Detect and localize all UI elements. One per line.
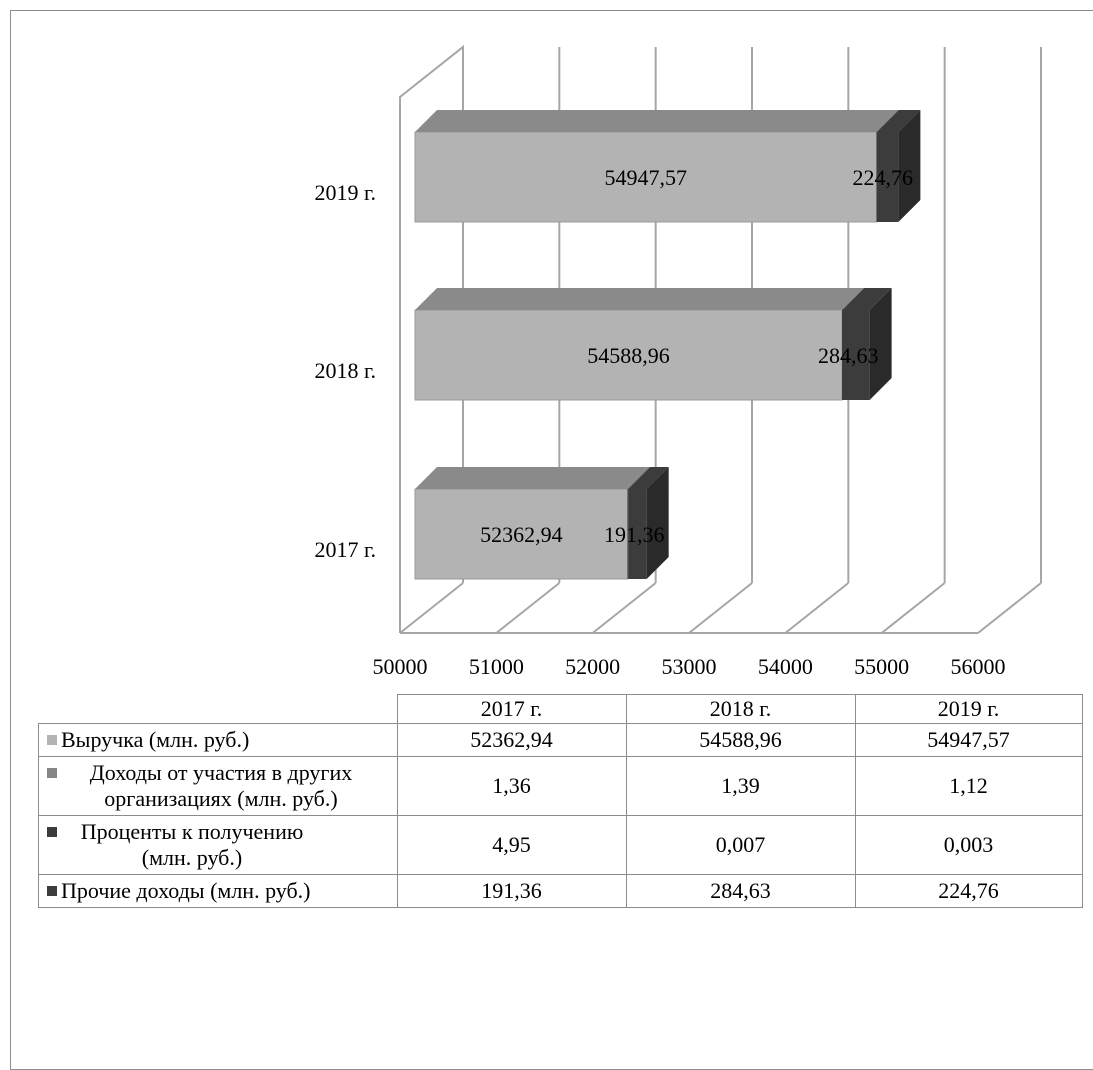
legend-swatch-participation-income: [47, 768, 57, 778]
bar-top-face: [876, 110, 899, 132]
table-cell: 0,007: [625, 815, 856, 875]
table-cell: 1,36: [396, 756, 627, 816]
data-label: 224,76: [852, 165, 913, 190]
table-header-2018: 2018 г.: [625, 694, 856, 724]
floor-gridline: [495, 582, 560, 634]
row-label-other-income: Прочие доходы (млн. руб.): [38, 874, 398, 908]
floor-gridline: [784, 582, 849, 634]
table-row-interest-receivable: Проценты к получению (млн. руб.) 4,95 0,…: [38, 815, 1083, 875]
table-cell: 4,95: [396, 815, 627, 875]
data-label: 284,63: [818, 343, 879, 368]
floor-gridline: [881, 582, 946, 634]
bar-top-face: [627, 467, 650, 489]
legend-swatch-other-income: [47, 886, 57, 896]
table-cell: 224,76: [854, 874, 1083, 908]
row-label-participation-income: Доходы от участия в других организациях …: [38, 756, 398, 816]
data-label: 54588,96: [587, 343, 670, 368]
bar-top-face: [415, 467, 650, 489]
x-tick-label: 50000: [373, 654, 428, 679]
table-cell: 0,003: [854, 815, 1083, 875]
data-label: 54947,57: [605, 165, 688, 190]
bar-segment: [627, 489, 629, 579]
floor-gridline: [688, 582, 753, 634]
y-category-label: 2017 г.: [314, 537, 376, 562]
legend-swatch-revenue: [47, 735, 57, 745]
bar-top-face: [842, 288, 865, 310]
floor-gridline: [399, 582, 464, 634]
row-label-interest-receivable: Проценты к получению (млн. руб.): [38, 815, 398, 875]
row-label-text: Выручка (млн. руб.): [61, 727, 250, 752]
table-corner-cell: [38, 694, 398, 724]
data-label: 52362,94: [480, 522, 563, 547]
bar-side-face: [646, 467, 669, 579]
bar-top-face: [842, 288, 892, 310]
y-category-label: 2019 г.: [314, 180, 376, 205]
legend-swatch-interest-receivable: [47, 827, 57, 837]
x-tick-label: 56000: [951, 654, 1006, 679]
bar-segment: [628, 489, 647, 579]
table-header-2019: 2019 г.: [854, 694, 1083, 724]
row-label-text: Проценты к получению (млн. руб.): [80, 819, 304, 870]
floor-gridline: [977, 582, 1042, 634]
bar-top-face: [842, 288, 865, 310]
bar-top-face: [415, 110, 899, 132]
row-label-revenue: Выручка (млн. руб.): [38, 723, 398, 757]
bar-top-face: [627, 467, 651, 489]
table-row-other-income: Прочие доходы (млн. руб.) 191,36 284,63 …: [38, 874, 1083, 908]
table-cell: 54947,57: [854, 723, 1083, 757]
table-row-participation-income: Доходы от участия в других организациях …: [38, 756, 1083, 816]
x-tick-label: 54000: [758, 654, 813, 679]
bar-segment: [842, 310, 870, 400]
x-tick-label: 51000: [469, 654, 524, 679]
stacked-bar-chart: 50000 51000 52000 53000 54000 55000 56000 52362…: [314, 44, 1042, 679]
bar-side-face: [898, 110, 921, 222]
table-cell: 191,36: [396, 874, 627, 908]
data-label: 191,36: [604, 522, 665, 547]
table-cell: 52362,94: [396, 723, 627, 757]
table-cell: 284,63: [625, 874, 856, 908]
bar-top-face: [876, 110, 921, 132]
table-cell: 1,12: [854, 756, 1083, 816]
x-tick-label: 55000: [854, 654, 909, 679]
floor-gridline: [592, 582, 657, 634]
x-tick-label: 52000: [565, 654, 620, 679]
row-label-text: Прочие доходы (млн. руб.): [61, 878, 311, 903]
data-table: 2017 г. 2018 г. 2019 г. Выручка (млн. ру…: [38, 694, 1083, 908]
table-row-revenue: Выручка (млн. руб.) 52362,94 54588,96 54…: [38, 723, 1083, 757]
table-cell: 1,39: [625, 756, 856, 816]
bar-top-face: [628, 467, 669, 489]
bar-side-face: [869, 288, 892, 400]
bar-top-face: [415, 288, 865, 310]
table-header-row: 2017 г. 2018 г. 2019 г.: [38, 694, 1083, 724]
table-header-2017: 2017 г.: [396, 694, 627, 724]
bar-segment: [876, 132, 899, 222]
x-tick-label: 53000: [662, 654, 717, 679]
row-label-text: Доходы от участия в других организациях …: [89, 760, 353, 811]
y-category-label: 2018 г.: [314, 358, 376, 383]
bar-top-face: [876, 110, 899, 132]
bar-segment: [414, 309, 843, 401]
table-cell: 54588,96: [625, 723, 856, 757]
